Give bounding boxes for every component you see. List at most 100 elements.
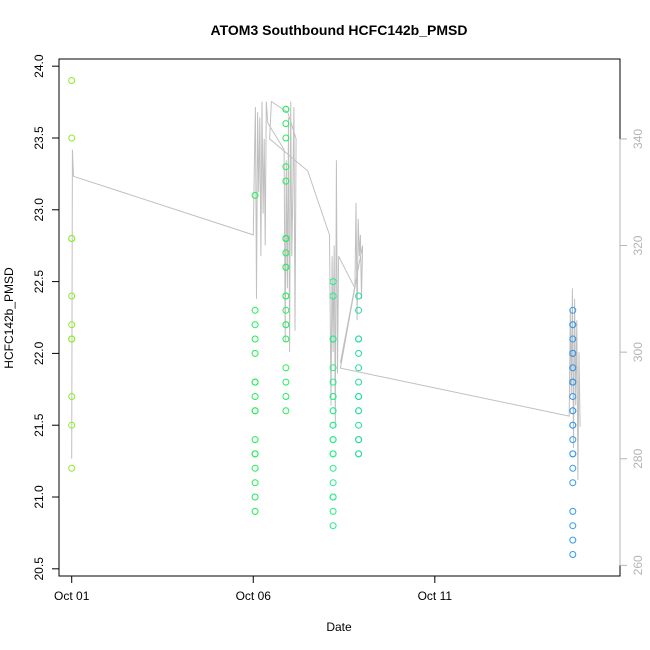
chart-title: ATOM3 Southbound HCFC142b_PMSD (211, 22, 468, 38)
data-point (68, 134, 76, 142)
data-point (329, 393, 337, 400)
data-point (329, 464, 337, 472)
data-point (282, 249, 290, 257)
data-point (251, 479, 259, 487)
data-point (355, 436, 363, 444)
data-point (329, 493, 337, 501)
data-point (282, 292, 290, 300)
data-point (282, 393, 290, 400)
data-point (282, 134, 290, 142)
data-point (569, 335, 577, 343)
data-point (355, 393, 363, 400)
data-point (329, 278, 337, 286)
data-point (329, 292, 337, 300)
data-point (251, 407, 259, 415)
data-point (251, 378, 259, 386)
data-point (569, 436, 577, 444)
y-axis-label: HCFC142b_PMSD (2, 267, 16, 369)
data-point (329, 479, 337, 487)
data-point (329, 522, 337, 530)
y-tick-label: 23.0 (32, 198, 46, 222)
data-point (329, 421, 337, 429)
data-point (251, 191, 259, 199)
data-point (68, 321, 76, 329)
x-tick-label: Oct 01 (54, 589, 90, 603)
data-point (282, 378, 290, 386)
data-point (569, 450, 577, 458)
data-point (569, 321, 577, 329)
data-point (569, 551, 577, 558)
data-point (569, 407, 577, 415)
data-point (282, 235, 290, 242)
data-point (68, 335, 76, 343)
data-point (251, 393, 259, 400)
y-tick-label: 21.5 (32, 413, 46, 437)
data-point (569, 507, 577, 515)
data-point (68, 393, 76, 400)
data-point (569, 536, 577, 544)
data-point (68, 77, 76, 84)
data-point (355, 364, 363, 372)
data-point (251, 493, 259, 501)
data-point (282, 120, 290, 128)
right-y-tick-label: 320 (631, 235, 645, 255)
data-point (68, 235, 76, 242)
point-series (68, 77, 577, 558)
data-point (251, 349, 259, 357)
data-point (355, 378, 363, 386)
right-y-tick-label: 340 (631, 129, 645, 149)
data-point (68, 292, 76, 300)
data-point (355, 450, 363, 458)
x-axis-label: Date (326, 620, 352, 634)
data-point (329, 507, 337, 515)
right-y-tick-label: 260 (631, 555, 645, 575)
data-point (569, 479, 577, 487)
x-tick-label: Oct 06 (236, 589, 272, 603)
data-point (251, 464, 259, 472)
data-point (329, 378, 337, 386)
line-series (71, 100, 581, 481)
data-point (282, 364, 290, 372)
data-point (569, 464, 577, 472)
data-point (282, 177, 290, 185)
data-point (569, 421, 577, 429)
data-point (282, 321, 290, 329)
data-point (251, 306, 259, 314)
data-point (282, 163, 290, 171)
y-tick-label: 22.5 (32, 270, 46, 294)
data-point (282, 335, 290, 343)
data-point (569, 393, 577, 400)
data-point (251, 450, 259, 458)
y-tick-label: 22.0 (32, 341, 46, 365)
data-point (569, 522, 577, 530)
data-point (251, 507, 259, 515)
data-point (355, 407, 363, 415)
data-point (355, 292, 363, 300)
data-point (329, 407, 337, 415)
data-point (251, 321, 259, 329)
right-y-axis: 260 280 300 320 340 (619, 129, 645, 575)
data-point (68, 421, 76, 429)
data-point (329, 364, 337, 372)
data-point (251, 335, 259, 343)
data-point (569, 378, 577, 386)
data-point (251, 436, 259, 444)
x-tick-label: Oct 11 (418, 589, 453, 603)
data-point (282, 407, 290, 415)
data-point (569, 306, 577, 314)
data-point (329, 335, 337, 343)
right-y-tick-label: 300 (631, 342, 645, 362)
data-point (355, 306, 363, 314)
data-point (68, 464, 76, 472)
series-line (71, 100, 581, 481)
y-tick-label: 20.5 (32, 557, 46, 581)
plot-frame (58, 58, 621, 577)
data-point (355, 335, 363, 343)
data-point (355, 421, 363, 429)
y-tick-label: 24.0 (32, 54, 46, 78)
x-axis: Oct 01 Oct 06 Oct 11 (54, 575, 453, 603)
y-axis: 20.5 21.0 21.5 22.0 22.5 23.0 23.5 24.0 (32, 54, 60, 581)
data-point (282, 263, 290, 271)
data-point (569, 349, 577, 357)
